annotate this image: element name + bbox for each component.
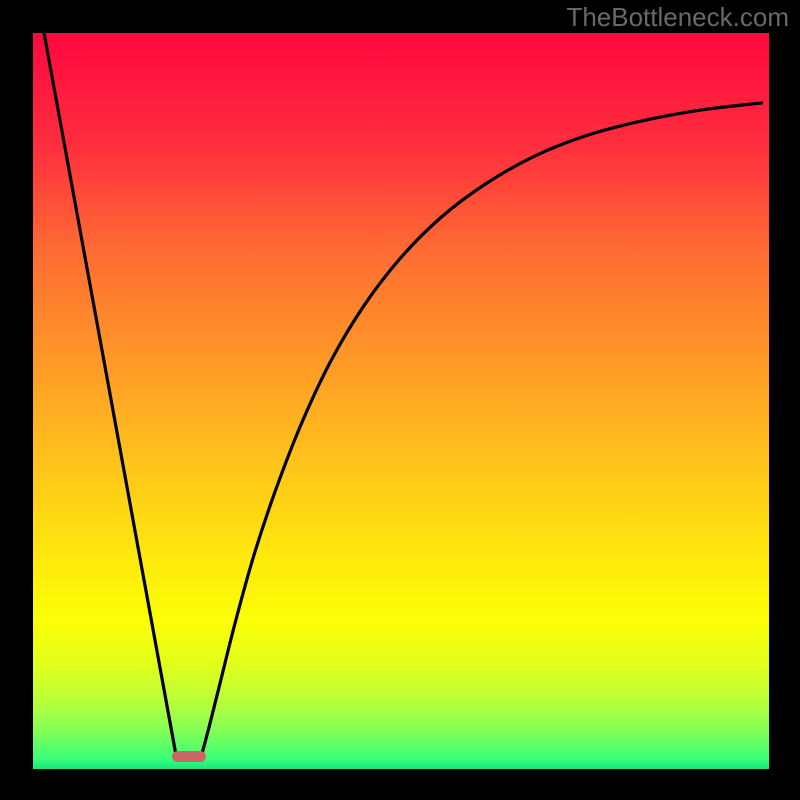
chart-frame: TheBottleneck.com <box>0 0 800 800</box>
watermark-text: TheBottleneck.com <box>566 2 789 33</box>
plot-area <box>33 33 769 769</box>
plot-background-gradient <box>33 33 769 769</box>
optimal-point-marker <box>172 751 205 763</box>
